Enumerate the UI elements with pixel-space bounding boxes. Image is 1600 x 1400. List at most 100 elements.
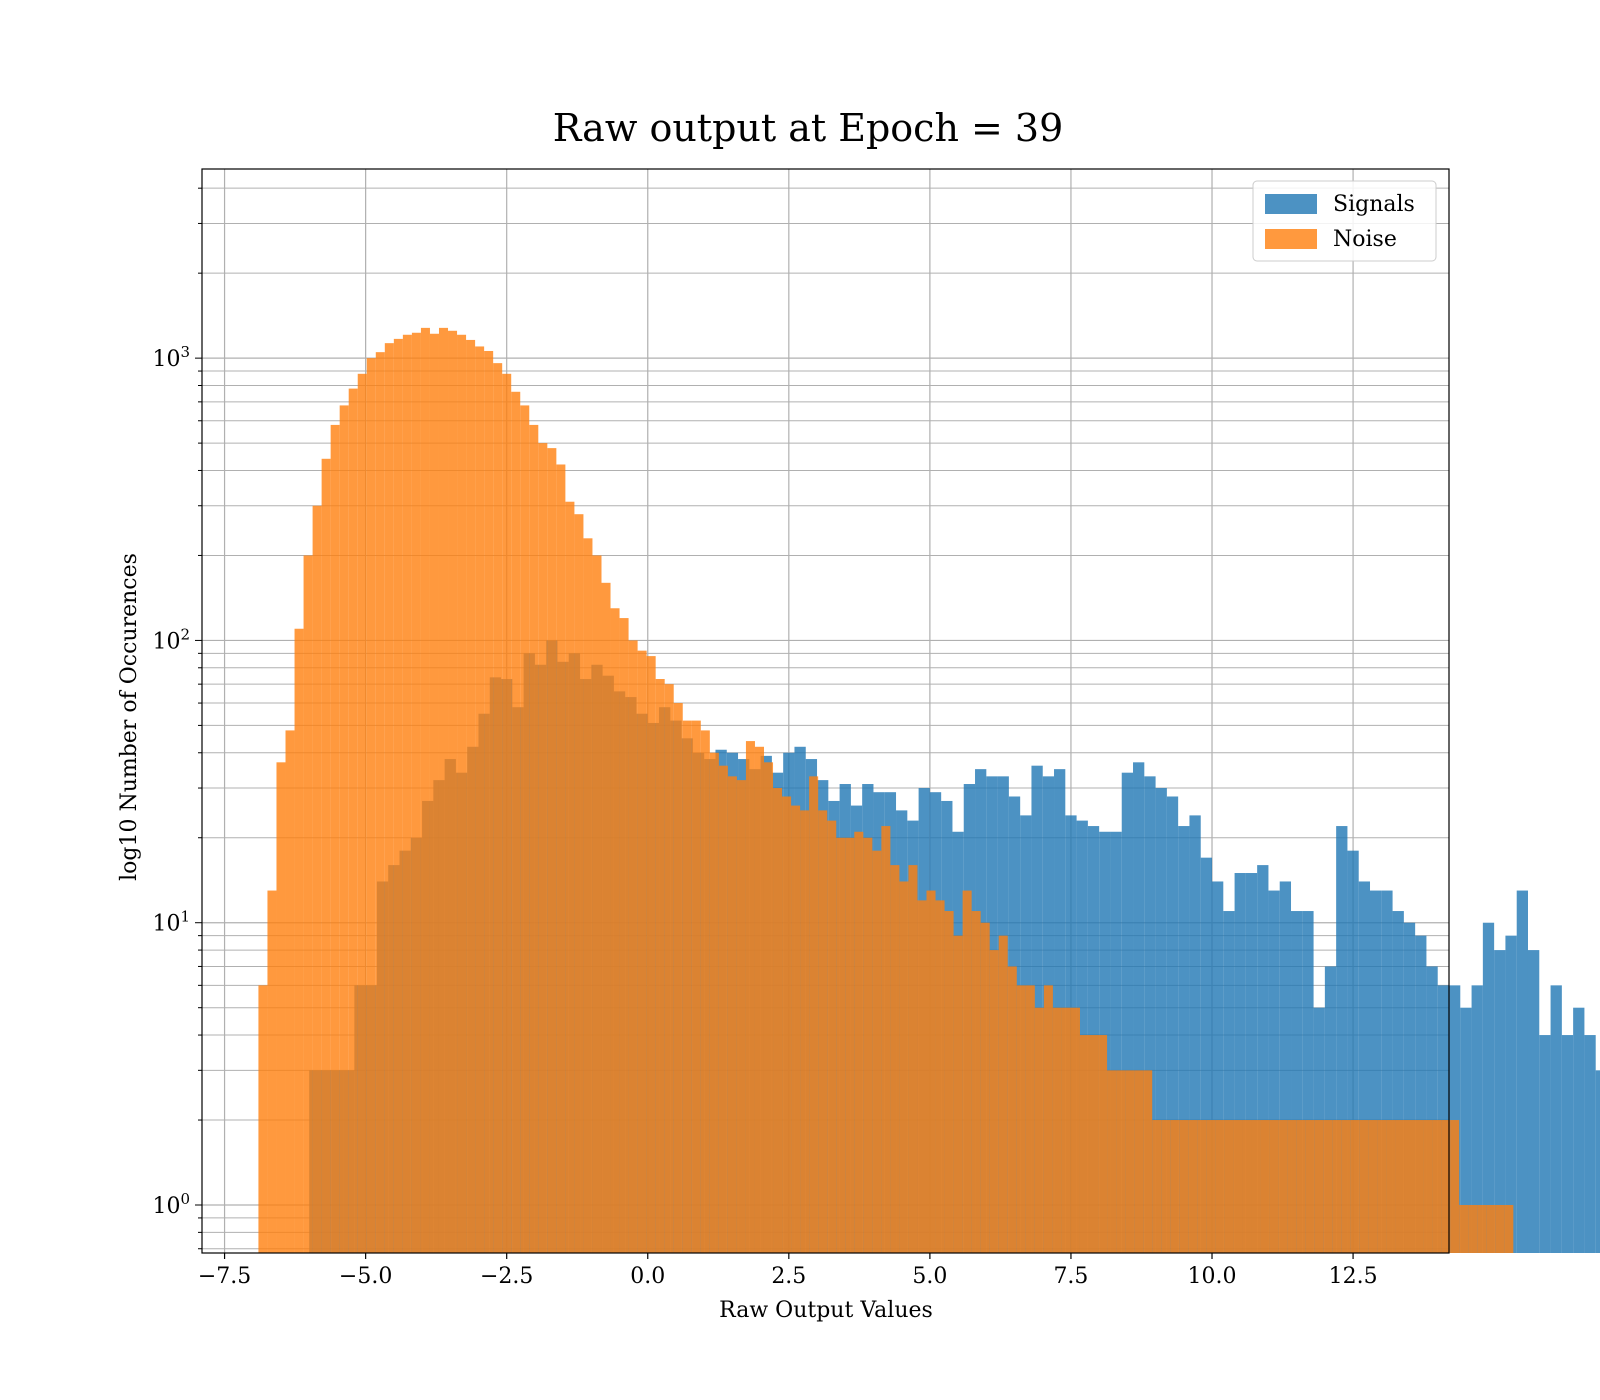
noise-bar (1350, 1120, 1360, 1253)
noise-bar (800, 810, 810, 1253)
noise-bar (1305, 1120, 1315, 1253)
noise-bar (881, 826, 891, 1253)
plot-frame (201, 168, 1450, 1254)
noise-bar (980, 922, 990, 1253)
noise-bar (448, 330, 458, 1253)
noise-bar (294, 628, 304, 1253)
noise-bar (1414, 1120, 1424, 1253)
bars (258, 327, 1600, 1254)
noise-bar (1341, 1120, 1351, 1253)
noise-bar (276, 762, 286, 1253)
noise-bar (1314, 1120, 1324, 1253)
noise-bar (1332, 1120, 1342, 1253)
noise-bar (520, 405, 530, 1253)
x-tick-label: 0.0 (630, 1264, 665, 1289)
noise-bar (285, 730, 295, 1253)
noise-bar (1152, 1120, 1162, 1253)
noise-bar (601, 582, 611, 1253)
noise-bar (1161, 1120, 1171, 1253)
signals-bar (1133, 762, 1145, 1253)
noise-bar (836, 837, 846, 1253)
noise-bar (1070, 1007, 1080, 1253)
signals-bar (1561, 1035, 1574, 1253)
noise-bar (998, 935, 1008, 1253)
x-tick-label: −2.5 (480, 1264, 533, 1289)
legend-label-noise: Noise (1333, 227, 1397, 252)
noise-bar (1359, 1120, 1369, 1253)
noise-bar (366, 358, 376, 1254)
noise-bar (574, 514, 584, 1253)
y-tick-label: 102 (152, 625, 190, 654)
signals-bar (1268, 890, 1280, 1253)
x-tick-label: 10.0 (1188, 1264, 1237, 1289)
noise-bar (1386, 1120, 1396, 1253)
signals-bar (1155, 788, 1167, 1253)
noise-series (258, 327, 1514, 1254)
noise-bar (339, 405, 349, 1253)
noise-bar (565, 501, 575, 1254)
signals-bar (1460, 1007, 1472, 1253)
signals-bar (1403, 922, 1416, 1253)
noise-bar (1404, 1120, 1415, 1253)
noise-bar (854, 831, 864, 1253)
noise-bar (727, 776, 737, 1253)
signals-bar (1527, 950, 1540, 1253)
noise-bar (962, 890, 972, 1253)
noise-bar (357, 373, 367, 1253)
noise-bar (1143, 1070, 1153, 1253)
noise-bar (1260, 1120, 1270, 1253)
noise-bar (1034, 1007, 1044, 1253)
noise-bar (863, 837, 873, 1253)
signals-bar (1381, 890, 1393, 1253)
noise-bar (1170, 1120, 1180, 1253)
noise-bar (511, 391, 521, 1253)
noise-bar (1432, 1120, 1442, 1253)
noise-bar (1477, 1205, 1487, 1253)
signals-bar (1437, 985, 1449, 1253)
noise-bar (773, 788, 783, 1253)
noise-bar (321, 458, 331, 1253)
signals-bar (1144, 776, 1156, 1253)
signals-bar (1415, 935, 1427, 1253)
noise-bar (827, 820, 837, 1253)
x-tick-label: −5.0 (339, 1264, 392, 1289)
noise-bar (664, 684, 674, 1253)
x-axis-label: Raw Output Values (719, 1298, 933, 1323)
signals-bar (1302, 911, 1314, 1253)
noise-bar (538, 443, 548, 1254)
signals-bar (1336, 826, 1348, 1253)
signals-bar (1471, 985, 1483, 1253)
noise-bar (655, 679, 665, 1253)
y-axis-label: log10 Number of Occurences (117, 553, 142, 881)
signals-bar (1324, 966, 1337, 1253)
noise-bar (709, 752, 719, 1253)
noise-bar (1107, 1070, 1117, 1253)
noise-bar (1116, 1070, 1126, 1253)
noise-bar (1486, 1205, 1496, 1253)
noise-bar (402, 334, 412, 1253)
noise-bar (457, 334, 467, 1253)
signals-bar (1595, 1070, 1600, 1253)
noise-bar (1179, 1120, 1189, 1253)
noise-bar (926, 890, 936, 1253)
noise-bar (384, 343, 394, 1253)
chart-title: Raw output at Epoch = 39 (553, 106, 1064, 150)
noise-bar (908, 865, 918, 1253)
signals-bar (1223, 911, 1235, 1253)
signals-bar (1189, 815, 1201, 1253)
noise-bar (1043, 985, 1053, 1253)
noise-bar (682, 720, 692, 1253)
noise-bar (791, 805, 801, 1253)
signals-bar (1178, 826, 1190, 1253)
noise-bar (1089, 1035, 1099, 1253)
y-tick-label: 101 (152, 908, 190, 937)
noise-bar (1468, 1205, 1478, 1253)
noise-bar (484, 350, 494, 1253)
signals-bar (1291, 911, 1303, 1253)
noise-bar (1242, 1120, 1252, 1253)
signals-bar (1426, 966, 1438, 1253)
noise-bar (736, 780, 746, 1253)
noise-bar (1079, 1035, 1090, 1253)
noise-bar (267, 890, 277, 1253)
noise-bar (917, 900, 927, 1253)
